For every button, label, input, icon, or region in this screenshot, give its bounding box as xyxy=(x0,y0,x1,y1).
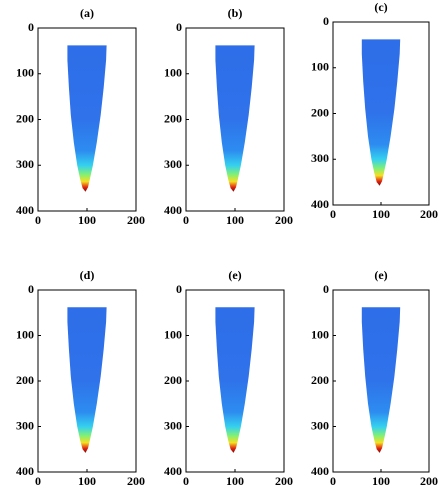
y-tick-label: 400 xyxy=(311,197,329,211)
x-tick-label: 200 xyxy=(127,474,145,488)
x-tick-label: 200 xyxy=(275,213,293,227)
y-tick-label: 300 xyxy=(164,157,182,171)
x-tick-label: 0 xyxy=(330,207,336,221)
x-tick-label: 100 xyxy=(78,213,96,227)
x-tick-label: 200 xyxy=(127,213,145,227)
y-tick-label: 0 xyxy=(28,282,34,296)
y-tick-label: 400 xyxy=(164,203,182,217)
y-tick-label: 300 xyxy=(16,157,34,171)
x-tick-label: 100 xyxy=(372,474,390,488)
y-tick-label: 0 xyxy=(323,282,329,296)
y-tick-label: 300 xyxy=(311,151,329,165)
x-tick-label: 100 xyxy=(78,474,96,488)
y-tick-label: 100 xyxy=(16,327,34,341)
y-tick-label: 200 xyxy=(311,373,329,387)
y-tick-label: 100 xyxy=(16,66,34,80)
y-tick-label: 400 xyxy=(16,203,34,217)
y-tick-label: 300 xyxy=(164,418,182,432)
y-tick-label: 0 xyxy=(176,20,182,34)
y-tick-label: 400 xyxy=(311,464,329,478)
x-tick-label: 100 xyxy=(372,207,390,221)
x-tick-label: 0 xyxy=(35,213,41,227)
panel-title: (e) xyxy=(374,268,387,282)
x-tick-label: 0 xyxy=(183,474,189,488)
y-tick-label: 200 xyxy=(16,111,34,125)
y-tick-label: 0 xyxy=(28,20,34,34)
panel-title: (d) xyxy=(80,268,95,282)
x-tick-label: 0 xyxy=(35,474,41,488)
y-tick-label: 100 xyxy=(164,327,182,341)
x-tick-label: 0 xyxy=(330,474,336,488)
y-tick-label: 0 xyxy=(176,282,182,296)
y-tick-label: 400 xyxy=(164,464,182,478)
y-tick-label: 0 xyxy=(323,14,329,28)
heatmap-shape xyxy=(361,39,401,186)
heatmap-shape xyxy=(215,45,255,192)
y-tick-label: 200 xyxy=(164,373,182,387)
heatmap-shape xyxy=(67,45,107,192)
heatmap-shape xyxy=(361,307,401,453)
heatmap-shape xyxy=(215,307,255,453)
panel-title: (b) xyxy=(228,6,243,20)
x-tick-label: 200 xyxy=(420,207,438,221)
y-tick-label: 100 xyxy=(311,327,329,341)
y-tick-label: 300 xyxy=(16,418,34,432)
y-tick-label: 200 xyxy=(311,105,329,119)
y-tick-label: 400 xyxy=(16,464,34,478)
panel-title: (c) xyxy=(374,0,387,14)
x-tick-label: 200 xyxy=(275,474,293,488)
panel-title: (a) xyxy=(80,6,94,20)
panel-title: (e) xyxy=(228,268,241,282)
x-tick-label: 200 xyxy=(420,474,438,488)
y-tick-label: 100 xyxy=(164,66,182,80)
x-tick-label: 100 xyxy=(226,474,244,488)
x-tick-label: 0 xyxy=(183,213,189,227)
y-tick-label: 200 xyxy=(164,111,182,125)
heatmap-shape xyxy=(67,307,107,453)
x-tick-label: 100 xyxy=(226,213,244,227)
y-tick-label: 200 xyxy=(16,373,34,387)
y-tick-label: 100 xyxy=(311,60,329,74)
y-tick-label: 300 xyxy=(311,418,329,432)
